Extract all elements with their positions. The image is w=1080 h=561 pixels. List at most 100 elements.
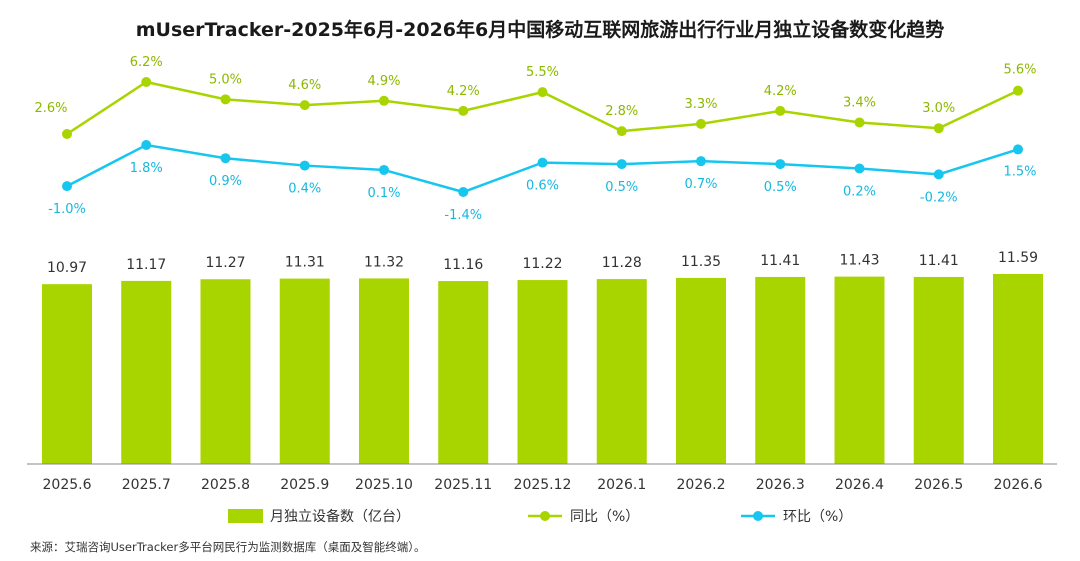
yoy-value-label-6: 5.5% (526, 65, 559, 80)
yoy-point-10 (854, 117, 865, 128)
bar-value-label-4: 11.32 (364, 254, 404, 270)
bar-8 (676, 277, 726, 464)
mom-value-label-6: 0.6% (526, 179, 559, 194)
x-tick-label-10: 2026.4 (835, 477, 884, 493)
bar-value-label-0: 10.97 (47, 260, 87, 276)
yoy-value-label-5: 4.2% (447, 84, 480, 99)
yoy-point-11 (933, 123, 944, 134)
bar-value-label-3: 11.31 (285, 255, 325, 271)
yoy-value-label-7: 2.8% (605, 104, 638, 119)
yoy-point-3 (299, 100, 310, 111)
mom-point-6 (537, 157, 548, 168)
yoy-line-group: 2.6% 6.2% 5.0% 4.6% 4.9% 4.2% 5.5% 2.8% 3.3% 4.2%… (34, 55, 1037, 139)
bars-group (42, 274, 1043, 464)
yoy-value-label-1: 6.2% (130, 55, 163, 70)
legend-yoy-label: 同比（%） (570, 509, 639, 525)
mom-point-0 (62, 181, 72, 192)
bar-6 (517, 280, 568, 464)
bar-value-label-10: 11.43 (839, 253, 879, 269)
mom-value-label-10: 0.2% (843, 185, 876, 200)
yoy-point-0 (62, 129, 72, 139)
x-tick-label-1: 2025.7 (122, 477, 171, 493)
yoy-point-2 (220, 94, 231, 105)
yoy-point-6 (537, 87, 548, 98)
bar-value-label-6: 11.22 (522, 256, 562, 272)
x-tick-label-3: 2025.9 (280, 477, 329, 493)
legend-mom-swatch-dot (753, 511, 763, 521)
x-tick-label-5: 2025.11 (434, 477, 492, 493)
bar-10 (834, 276, 885, 464)
legend-bar-swatch (228, 509, 263, 523)
bar-12 (993, 274, 1043, 464)
mom-point-1 (141, 140, 152, 150)
mom-point-11 (933, 169, 944, 180)
x-tick-label-0: 2025.6 (43, 477, 92, 493)
yoy-value-label-11: 3.0% (922, 101, 955, 116)
bar-value-label-2: 11.27 (205, 255, 245, 271)
x-tick-label-11: 2026.5 (914, 477, 963, 493)
mom-value-label-0: -1.0% (48, 202, 86, 217)
source-note: 来源：艾瑞咨询UserTracker多平台网民行为监测数据库（桌面及智能终端）。 (30, 540, 425, 554)
bar-1 (121, 280, 172, 464)
yoy-value-label-9: 4.2% (764, 84, 797, 99)
yoy-value-label-4: 4.9% (367, 74, 400, 89)
chart-title: mUserTracker-2025年6月-2026年6月中国移动互联网旅游出行行… (136, 18, 944, 41)
yoy-value-label-10: 3.4% (843, 95, 876, 110)
bar-labels-group: 10.97 11.17 11.27 11.31 11.32 11.16 11.22 11.28… (47, 250, 1038, 276)
mom-point-8 (696, 156, 706, 167)
mom-value-label-1: 1.8% (130, 161, 163, 176)
bar-3 (279, 278, 330, 464)
yoy-point-12 (1013, 85, 1023, 96)
x-tick-label-6: 2025.12 (514, 477, 572, 493)
mom-value-label-2: 0.9% (209, 174, 242, 189)
mom-value-label-4: 0.1% (367, 186, 400, 201)
mom-value-label-11: -0.2% (920, 190, 958, 205)
yoy-value-label-3: 4.6% (288, 78, 321, 93)
mom-point-9 (775, 159, 786, 170)
yoy-value-label-12: 5.6% (1003, 63, 1036, 78)
mom-point-2 (220, 153, 231, 164)
bar-2 (200, 279, 251, 464)
mom-value-label-3: 0.4% (288, 182, 321, 197)
legend-yoy-swatch-dot (540, 511, 550, 521)
mom-point-5 (458, 187, 469, 197)
mom-point-4 (379, 164, 389, 175)
x-tick-labels-group: 2025.6 2025.7 2025.8 2025.9 2025.10 2025.11 20… (43, 477, 1043, 493)
x-tick-label-2: 2025.8 (201, 477, 250, 493)
x-tick-label-7: 2026.1 (597, 477, 646, 493)
yoy-point-9 (775, 105, 786, 116)
bar-4 (359, 278, 409, 464)
x-tick-label-8: 2026.2 (677, 477, 726, 493)
yoy-point-1 (141, 77, 152, 87)
bar-value-label-11: 11.41 (919, 253, 959, 269)
yoy-point-7 (616, 126, 627, 137)
yoy-value-label-8: 3.3% (684, 97, 717, 112)
bar-value-label-12: 11.59 (998, 250, 1038, 266)
yoy-point-5 (458, 105, 469, 116)
x-tick-label-4: 2025.10 (355, 477, 413, 493)
bar-0 (42, 284, 92, 464)
legend-mom-label: 环比（%） (783, 509, 852, 525)
x-tick-label-9: 2026.3 (756, 477, 805, 493)
bar-value-label-9: 11.41 (760, 253, 800, 269)
mom-value-label-8: 0.7% (684, 177, 717, 192)
mom-value-label-9: 0.5% (764, 180, 797, 195)
bar-value-label-7: 11.28 (602, 255, 642, 271)
mom-value-label-5: -1.4% (444, 208, 482, 223)
yoy-point-8 (696, 118, 706, 129)
mom-point-3 (299, 160, 310, 171)
bar-11 (913, 276, 964, 464)
mom-value-label-12: 1.5% (1003, 164, 1036, 179)
x-tick-label-12: 2026.6 (994, 477, 1043, 493)
bar-9 (755, 276, 806, 464)
mom-line-group: -1.0% 1.8% 0.9% 0.4% 0.1% -1.4% 0.6% 0.5% 0.7% 0.… (48, 140, 1037, 223)
bar-value-label-5: 11.16 (443, 257, 483, 273)
mom-point-12 (1013, 144, 1023, 155)
mom-value-label-7: 0.5% (605, 180, 638, 195)
bar-value-label-1: 11.17 (126, 257, 166, 273)
bar-5 (438, 281, 489, 464)
bar-value-label-8: 11.35 (681, 254, 721, 270)
yoy-value-label-2: 5.0% (209, 72, 242, 87)
bar-7 (596, 279, 647, 464)
